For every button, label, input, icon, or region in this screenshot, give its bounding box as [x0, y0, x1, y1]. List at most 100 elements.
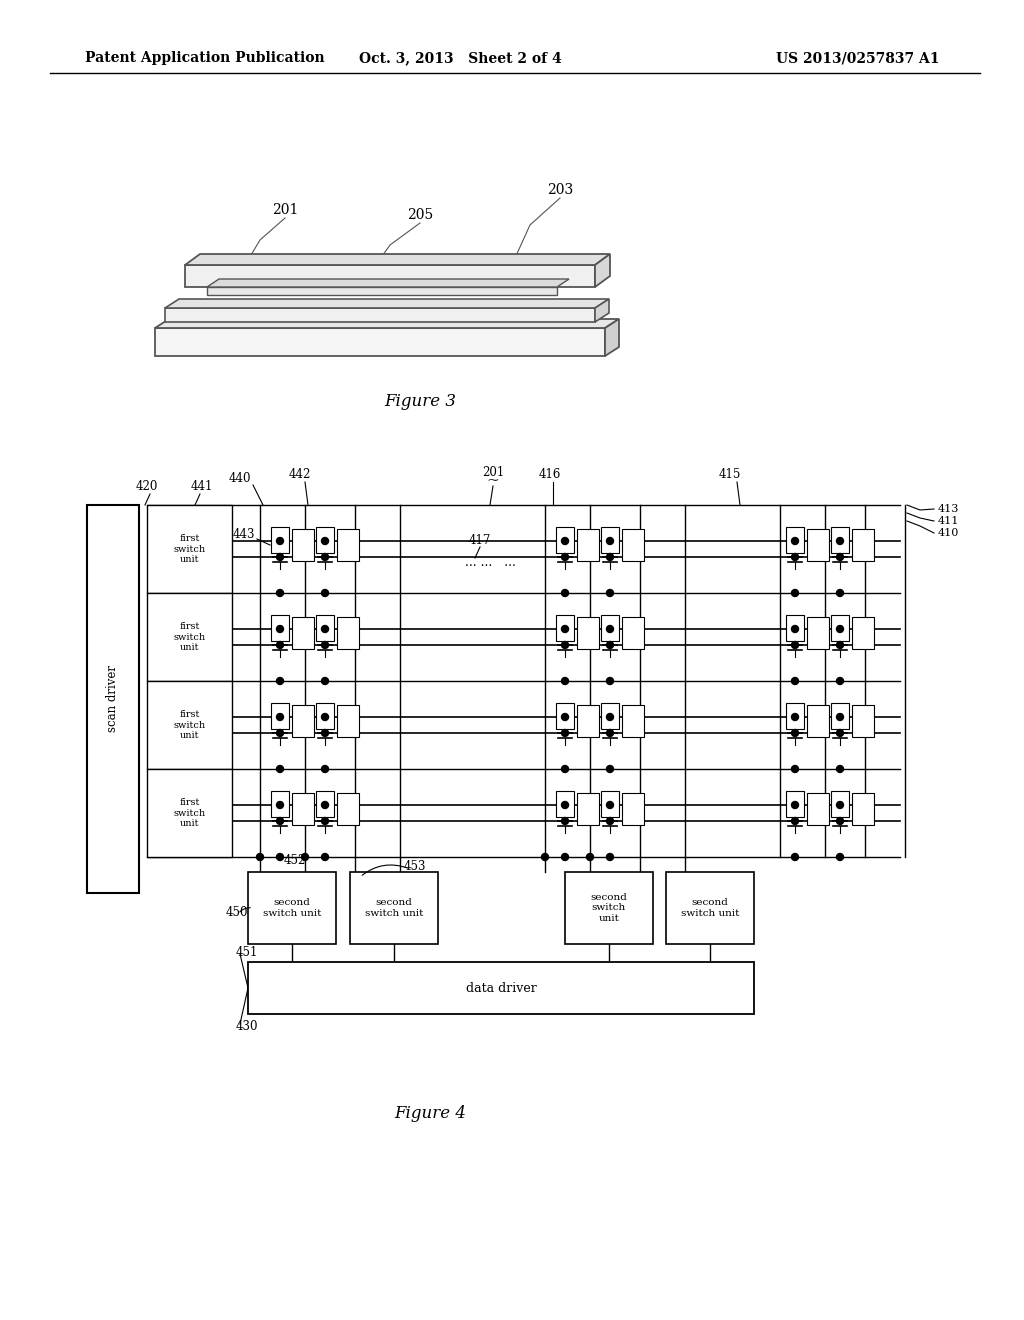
Circle shape	[837, 537, 844, 544]
Text: 430: 430	[236, 1019, 258, 1032]
Bar	[87, 506, 139, 894]
Bar	[316, 527, 334, 553]
Bar	[316, 615, 334, 642]
Circle shape	[561, 730, 568, 737]
Polygon shape	[155, 319, 618, 327]
Bar	[556, 704, 574, 729]
Text: Patent Application Publication: Patent Application Publication	[85, 51, 325, 65]
Bar	[565, 873, 653, 944]
Bar	[852, 705, 874, 737]
Circle shape	[322, 766, 329, 772]
Bar	[556, 791, 574, 817]
Bar	[807, 529, 829, 561]
Bar	[622, 529, 644, 561]
Circle shape	[792, 766, 799, 772]
Circle shape	[561, 766, 568, 772]
Circle shape	[322, 537, 329, 544]
Bar	[165, 308, 595, 322]
Bar	[666, 873, 754, 944]
Text: second
switch
unit: second switch unit	[591, 894, 628, 923]
Bar	[316, 704, 334, 729]
Circle shape	[606, 590, 613, 597]
Circle shape	[606, 714, 613, 721]
Circle shape	[542, 854, 549, 861]
Bar	[147, 593, 232, 681]
Text: 205: 205	[407, 209, 433, 222]
Bar	[601, 791, 618, 817]
Circle shape	[322, 854, 329, 861]
Text: second
switch unit: second switch unit	[263, 899, 322, 917]
Circle shape	[587, 854, 594, 861]
Circle shape	[322, 677, 329, 685]
Bar	[147, 681, 232, 770]
Circle shape	[276, 677, 284, 685]
Text: 417: 417	[469, 533, 492, 546]
Text: 201: 201	[482, 466, 504, 479]
Bar	[337, 529, 359, 561]
Circle shape	[792, 590, 799, 597]
Circle shape	[792, 714, 799, 721]
Circle shape	[837, 677, 844, 685]
Bar	[271, 791, 289, 817]
Circle shape	[606, 766, 613, 772]
Circle shape	[837, 801, 844, 808]
Circle shape	[792, 642, 799, 648]
Bar	[556, 527, 574, 553]
Circle shape	[606, 553, 613, 561]
Bar	[147, 770, 232, 857]
Text: Figure 3: Figure 3	[384, 393, 456, 411]
Circle shape	[792, 677, 799, 685]
Circle shape	[561, 817, 568, 825]
Circle shape	[322, 590, 329, 597]
Circle shape	[606, 677, 613, 685]
Bar	[786, 791, 804, 817]
Circle shape	[322, 553, 329, 561]
Circle shape	[606, 642, 613, 648]
Bar	[831, 704, 849, 729]
Circle shape	[322, 642, 329, 648]
Text: 415: 415	[719, 469, 741, 482]
Circle shape	[561, 677, 568, 685]
Circle shape	[276, 817, 284, 825]
Bar	[852, 616, 874, 649]
Bar	[292, 529, 314, 561]
Circle shape	[276, 590, 284, 597]
Text: 451: 451	[236, 945, 258, 958]
Text: 410: 410	[938, 528, 959, 539]
Text: 453: 453	[403, 861, 426, 874]
Bar	[852, 529, 874, 561]
Text: first
switch
unit: first switch unit	[173, 535, 206, 564]
Bar	[147, 506, 232, 593]
Text: Oct. 3, 2013   Sheet 2 of 4: Oct. 3, 2013 Sheet 2 of 4	[358, 51, 561, 65]
Bar	[622, 793, 644, 825]
Bar	[786, 704, 804, 729]
Circle shape	[792, 854, 799, 861]
Text: 443: 443	[232, 528, 255, 541]
Circle shape	[276, 730, 284, 737]
Polygon shape	[595, 253, 610, 286]
Text: 450: 450	[226, 906, 249, 919]
Circle shape	[792, 817, 799, 825]
Circle shape	[837, 626, 844, 632]
Bar	[622, 616, 644, 649]
Circle shape	[276, 553, 284, 561]
Circle shape	[276, 854, 284, 861]
Circle shape	[276, 537, 284, 544]
Text: second
switch unit: second switch unit	[681, 899, 739, 917]
Bar	[350, 873, 438, 944]
Bar	[271, 704, 289, 729]
Bar	[337, 705, 359, 737]
Bar	[337, 616, 359, 649]
Bar	[807, 616, 829, 649]
Circle shape	[301, 854, 308, 861]
Text: 411: 411	[938, 516, 959, 525]
Circle shape	[837, 854, 844, 861]
Circle shape	[276, 642, 284, 648]
Circle shape	[837, 590, 844, 597]
Circle shape	[837, 642, 844, 648]
Bar	[337, 793, 359, 825]
Circle shape	[837, 553, 844, 561]
Bar	[601, 704, 618, 729]
Bar	[556, 615, 574, 642]
Bar	[577, 793, 599, 825]
